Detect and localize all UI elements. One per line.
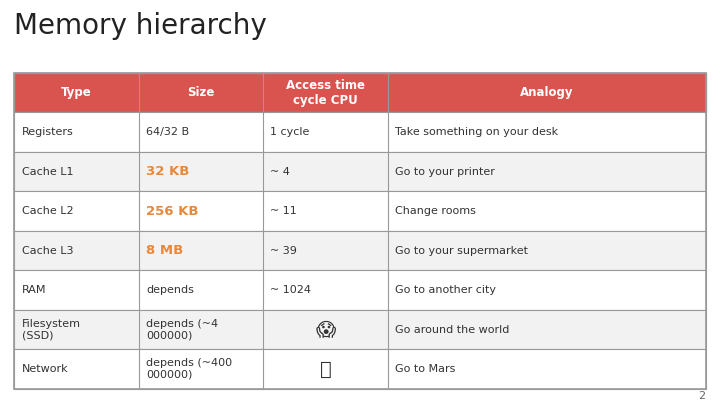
Text: 32 KB: 32 KB [146, 165, 189, 178]
Text: 8 MB: 8 MB [146, 244, 184, 257]
Text: ~ 1024: ~ 1024 [271, 285, 312, 295]
Text: Cache L1: Cache L1 [22, 166, 73, 177]
Text: 2: 2 [698, 391, 706, 401]
Bar [14, 113, 706, 152]
Text: Go to your printer: Go to your printer [395, 166, 495, 177]
Text: Change rooms: Change rooms [395, 206, 476, 216]
Text: Filesystem
(SSD): Filesystem (SSD) [22, 319, 81, 340]
Bar [14, 349, 706, 389]
Bar [14, 231, 706, 271]
Text: RAM: RAM [22, 285, 46, 295]
Text: 1 cycle: 1 cycle [271, 127, 310, 137]
Text: Analogy: Analogy [520, 86, 573, 99]
Text: 256 KB: 256 KB [146, 205, 199, 217]
Bar [14, 310, 706, 349]
Text: Registers: Registers [22, 127, 73, 137]
Text: 64/32 B: 64/32 B [146, 127, 189, 137]
Text: ~ 11: ~ 11 [271, 206, 297, 216]
Text: Type: Type [61, 86, 92, 99]
Text: Go to Mars: Go to Mars [395, 364, 455, 374]
Text: 💥: 💥 [320, 360, 331, 379]
Text: ~ 4: ~ 4 [271, 166, 290, 177]
Bar [14, 73, 706, 113]
Text: Network: Network [22, 364, 68, 374]
Text: depends (~4
000000): depends (~4 000000) [146, 319, 218, 340]
Text: Size: Size [187, 86, 215, 99]
Text: Go around the world: Go around the world [395, 324, 509, 335]
Text: ~ 39: ~ 39 [271, 245, 297, 256]
Bar [14, 192, 706, 231]
Bar [14, 271, 706, 310]
Text: depends (~400
000000): depends (~400 000000) [146, 358, 232, 380]
Text: Memory hierarchy: Memory hierarchy [14, 12, 267, 40]
Text: Cache L2: Cache L2 [22, 206, 73, 216]
Text: depends: depends [146, 285, 194, 295]
Text: Cache L3: Cache L3 [22, 245, 73, 256]
Text: Take something on your desk: Take something on your desk [395, 127, 558, 137]
Text: Access time
cycle CPU: Access time cycle CPU [286, 79, 365, 107]
Bar [14, 152, 706, 192]
Text: Go to your supermarket: Go to your supermarket [395, 245, 528, 256]
Text: 😱: 😱 [315, 320, 336, 339]
Text: Go to another city: Go to another city [395, 285, 496, 295]
